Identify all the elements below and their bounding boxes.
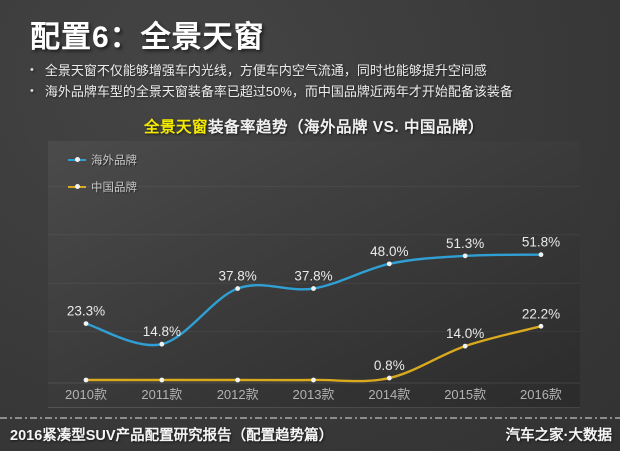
bullet-list: • 全景天窗不仅能够增强车内光线，方便车内空气流通，同时也能够提升空间感 • 海…	[28, 60, 513, 102]
x-axis-label: 2014款	[368, 387, 410, 402]
chart-title: 全景天窗装备率趋势（海外品牌 VS. 中国品牌）	[48, 115, 580, 137]
x-axis-label: 2013款	[293, 387, 335, 402]
data-point-dot-china	[462, 343, 468, 349]
data-point-dot-overseas	[311, 286, 316, 291]
trend-line-chart: 23.3% 14.8% 37.8% 37.8% 48.0% 51.3% 51.8% 0.8% 1…	[48, 185, 580, 402]
data-point-label-overseas: 37.8%	[294, 269, 332, 284]
legend-item-china: 中国品牌	[68, 173, 137, 200]
data-point-label-overseas: 14.8%	[143, 324, 181, 339]
x-axis-label: 2011款	[141, 387, 182, 402]
data-point-dot-china	[235, 377, 241, 383]
line-marker-icon	[68, 157, 86, 162]
bullet-item: • 海外品牌车型的全景天窗装备率已超过50%，而中国品牌近两年才开始配备该装备	[28, 81, 513, 102]
bullet-text: 海外品牌车型的全景天窗装备率已超过50%，而中国品牌近两年才开始配备该装备	[44, 84, 513, 99]
chart-title-rest: 装备率趋势（海外品牌 VS. 中国品牌）	[207, 119, 485, 136]
data-point-dot-overseas	[235, 286, 241, 291]
data-point-dot-overseas	[386, 261, 392, 267]
data-point-label-overseas: 48.0%	[370, 244, 408, 259]
bullet-text: 全景天窗不仅能够增强车内光线，方便车内空气流通，同时也能够提升空间感	[44, 63, 487, 78]
dashed-separator	[0, 417, 620, 419]
data-point-label-overseas: 23.3%	[67, 304, 105, 319]
data-point-label-overseas: 51.8%	[522, 235, 560, 250]
x-axis-label: 2012款	[217, 387, 259, 402]
footer-report-title: 2016紧凑型SUV产品配置研究报告（配置趋势篇）	[10, 428, 334, 444]
data-point-dot-overseas	[83, 321, 89, 327]
bullet-item: • 全景天窗不仅能够增强车内光线，方便车内空气流通，同时也能够提升空间感	[28, 60, 513, 81]
data-point-label-overseas: 37.8%	[219, 269, 257, 284]
x-axis-label: 2016款	[520, 387, 562, 402]
data-point-dot-china	[83, 377, 89, 383]
x-axis-label: 2010款	[65, 387, 107, 402]
bullet-icon: •	[30, 85, 34, 97]
footer-brand: 汽车之家·大数据	[505, 428, 612, 444]
data-point-dot-china	[386, 375, 392, 381]
chart-title-highlight: 全景天窗	[143, 119, 208, 136]
x-axis-label: 2015款	[444, 387, 486, 402]
page-title: 配置6：全景天窗	[30, 21, 265, 54]
data-point-dot-china	[159, 377, 165, 383]
line-marker-icon	[68, 184, 86, 189]
data-point-label-china: 22.2%	[522, 306, 560, 321]
data-point-dot-china	[311, 377, 316, 383]
data-point-dot-overseas	[159, 341, 165, 347]
data-point-label-overseas: 51.3%	[446, 236, 484, 251]
data-point-dot-overseas	[538, 252, 544, 258]
bullet-icon: •	[30, 64, 34, 76]
data-point-dot-overseas	[462, 253, 468, 259]
chart-panel: 23.3% 14.8% 37.8% 37.8% 48.0% 51.3% 51.8% 0.8% 1…	[48, 141, 580, 408]
data-point-label-china: 0.8%	[374, 358, 405, 373]
chart-legend: 海外品牌 中国品牌	[68, 146, 137, 200]
legend-label: 中国品牌	[91, 181, 137, 194]
data-point-label-china: 14.0%	[446, 326, 484, 341]
data-point-dot-china	[538, 323, 544, 329]
legend-label: 海外品牌	[91, 154, 137, 167]
legend-item-overseas: 海外品牌	[68, 146, 137, 173]
